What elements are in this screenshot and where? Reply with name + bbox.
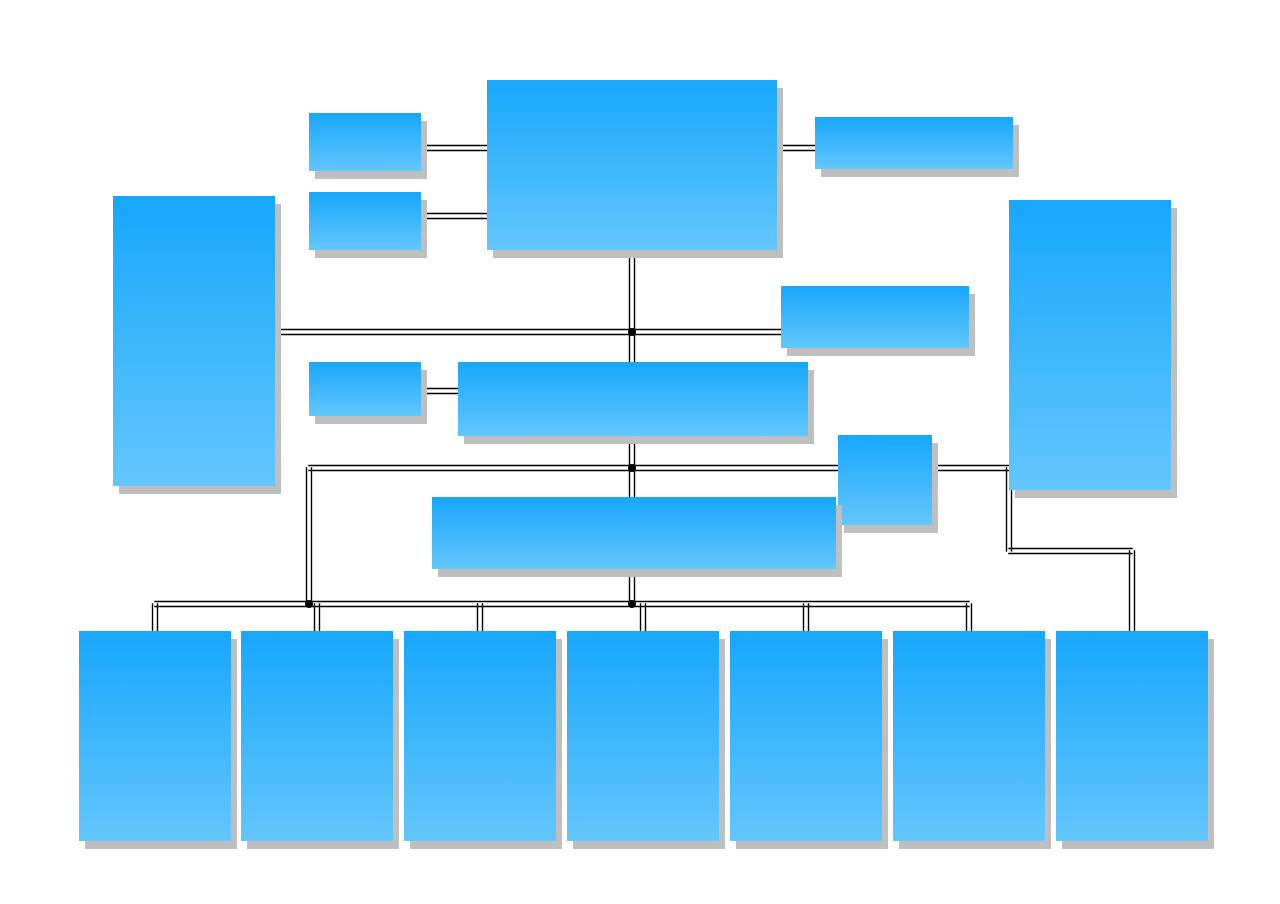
node-face bbox=[309, 192, 421, 250]
node-mid_center bbox=[458, 362, 808, 436]
node-face bbox=[241, 631, 393, 841]
node-left_big bbox=[113, 196, 275, 486]
node-face bbox=[309, 113, 421, 171]
node-face bbox=[458, 362, 808, 436]
node-sq_mid bbox=[838, 435, 932, 525]
node-face bbox=[1056, 631, 1208, 841]
node-leaf_1 bbox=[79, 631, 231, 841]
node-face bbox=[404, 631, 556, 841]
node-leaf_6 bbox=[893, 631, 1045, 841]
node-face bbox=[893, 631, 1045, 841]
node-top_small_1 bbox=[309, 113, 421, 171]
node-face bbox=[113, 196, 275, 486]
node-leaf_4 bbox=[567, 631, 719, 841]
node-mid_right bbox=[781, 286, 969, 348]
node-face bbox=[487, 80, 777, 250]
node-face bbox=[1009, 200, 1171, 490]
node-leaf_5 bbox=[730, 631, 882, 841]
node-face bbox=[432, 497, 836, 569]
node-bar_center bbox=[432, 497, 836, 569]
node-top_right_bar bbox=[815, 117, 1013, 169]
node-face bbox=[309, 362, 421, 416]
org-chart-diagram bbox=[0, 0, 1280, 904]
node-face bbox=[79, 631, 231, 841]
node-face bbox=[730, 631, 882, 841]
node-mid_small bbox=[309, 362, 421, 416]
node-right_big bbox=[1009, 200, 1171, 490]
node-face bbox=[838, 435, 932, 525]
node-top_main bbox=[487, 80, 777, 250]
node-leaf_2 bbox=[241, 631, 393, 841]
node-leaf_7 bbox=[1056, 631, 1208, 841]
node-face bbox=[781, 286, 969, 348]
node-face bbox=[815, 117, 1013, 169]
node-face bbox=[567, 631, 719, 841]
node-leaf_3 bbox=[404, 631, 556, 841]
node-top_small_2 bbox=[309, 192, 421, 250]
